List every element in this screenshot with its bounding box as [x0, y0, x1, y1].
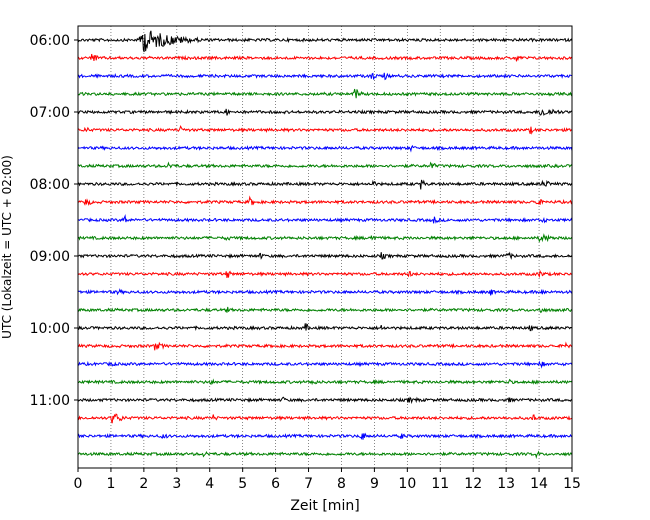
- trace-0930: [77, 288, 573, 296]
- trace-0630: [77, 72, 573, 81]
- x-tick-label: 2: [139, 476, 148, 492]
- y-tick-label: 06:00: [30, 33, 70, 49]
- seismogram-traces: [77, 30, 573, 459]
- x-tick-label: 9: [370, 476, 379, 492]
- trace-0830: [77, 214, 573, 224]
- trace-1145: [77, 450, 573, 459]
- trace-1030: [77, 360, 573, 369]
- x-tick-label: 4: [205, 476, 214, 492]
- trace-0845: [77, 233, 573, 243]
- y-tick-label: 09:00: [30, 249, 70, 265]
- trace-0715: [78, 124, 573, 135]
- trace-0800: [77, 179, 573, 190]
- x-tick-label: 6: [271, 476, 280, 492]
- trace-0815: [77, 195, 573, 207]
- x-tick-label: 14: [530, 476, 548, 492]
- trace-1000: [77, 323, 573, 332]
- trace-1130: [77, 432, 573, 440]
- x-axis-label: Zeit [min]: [290, 498, 359, 514]
- x-tick-label: 8: [337, 476, 346, 492]
- trace-1100: [77, 396, 573, 405]
- trace-0915: [77, 269, 573, 279]
- x-tick-label: 10: [398, 476, 416, 492]
- trace-0700: [77, 108, 573, 116]
- trace-1045: [77, 378, 573, 386]
- x-tick-label: 0: [74, 476, 83, 492]
- trace-0900: [77, 251, 573, 260]
- trace-1115: [77, 413, 573, 424]
- y-tick-label: 08:00: [30, 177, 70, 193]
- y-tick-label: 10:00: [30, 321, 70, 337]
- y-tick-label: 07:00: [30, 105, 70, 121]
- x-tick-label: 12: [464, 476, 482, 492]
- y-axis-ticks: 06:00 07:00 08:00 09:00 10:00 11:00: [30, 33, 78, 409]
- x-tick-label: 7: [304, 476, 313, 492]
- trace-1015: [77, 341, 573, 351]
- x-tick-label: 1: [106, 476, 115, 492]
- plot-frame: [77, 25, 573, 469]
- x-axis-ticks: 0 1 2 3 4 5 6 7 8 9 10 11 12 13 14 15: [74, 468, 581, 492]
- trace-0645: [77, 88, 573, 99]
- x-tick-label: 5: [238, 476, 247, 492]
- y-axis-label: UTC (Lokalzeit = UTC + 02:00): [0, 155, 14, 339]
- x-tick-label: 11: [431, 476, 449, 492]
- trace-0945: [77, 306, 573, 314]
- trace-0730: [77, 144, 573, 153]
- trace-0600: [77, 30, 573, 53]
- x-tick-label: 15: [563, 476, 581, 492]
- x-tick-label: 3: [172, 476, 181, 492]
- x-tick-label: 13: [497, 476, 515, 492]
- trace-0615: [77, 53, 573, 62]
- trace-0745: [77, 161, 573, 169]
- y-tick-label: 11:00: [30, 393, 70, 409]
